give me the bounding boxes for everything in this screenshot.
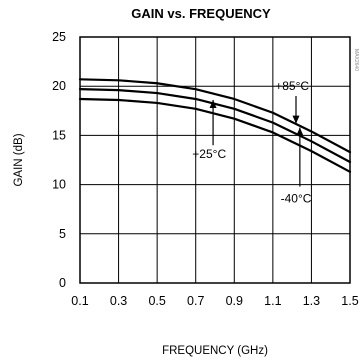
annotation-label: +25°C [192, 147, 226, 161]
part-number-code: MAX2640 [353, 49, 359, 71]
x-tick-label: 1.3 [303, 294, 320, 308]
x-tick-label: 0.3 [110, 294, 127, 308]
y-tick-label: 5 [59, 227, 66, 241]
x-tick-label: 0.5 [148, 294, 165, 308]
x-axis-label: FREQUENCY (GHz) [162, 345, 268, 357]
annotation-label: -40°C [281, 191, 312, 205]
y-axis-label: GAIN (dB) [13, 133, 25, 186]
gain-curve-plus85c [78, 97, 352, 173]
y-tick-label: 20 [52, 79, 66, 93]
y-tick-label: 15 [52, 128, 66, 142]
y-tick-label: 10 [52, 178, 66, 192]
y-tick-label: 25 [52, 30, 66, 44]
plot-frame [79, 36, 351, 284]
annotation-arrowhead [209, 99, 217, 108]
x-tick-label: 0.9 [226, 294, 243, 308]
temperature-annotations: +85°C +25°C -40°C [192, 79, 311, 205]
plot-area [80, 37, 350, 283]
x-tick-label: 1.5 [341, 294, 358, 308]
y-tick-labels: 0 5 10 15 20 25 [52, 30, 66, 290]
annotation-label: +85°C [275, 79, 309, 93]
annotation-arrowhead [296, 127, 304, 136]
gain-curves [78, 78, 352, 173]
gain-curve-plus25c [78, 88, 352, 164]
x-tick-label: 1.1 [264, 294, 281, 308]
x-tick-label: 0.7 [187, 294, 204, 308]
x-tick-labels: 0.1 0.3 0.5 0.7 0.9 1.1 1.3 1.5 [71, 294, 358, 308]
x-tick-label: 0.1 [71, 294, 88, 308]
gain-curve-minus40c [78, 78, 352, 154]
y-tick-label: 0 [59, 276, 66, 290]
chart-title: GAIN vs. FREQUENCY [131, 6, 271, 21]
annotation-arrowhead [292, 115, 300, 124]
